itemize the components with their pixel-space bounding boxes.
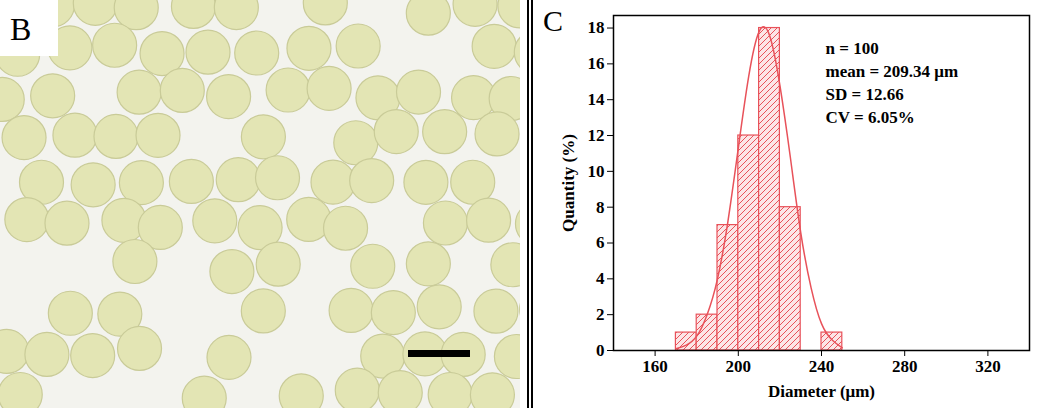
svg-text:18: 18	[588, 18, 605, 37]
html-text:C: C	[543, 4, 563, 37]
svg-text:14: 14	[588, 90, 606, 109]
svg-text:200: 200	[726, 357, 752, 376]
svg-text:12: 12	[588, 126, 605, 145]
svg-text:160: 160	[642, 357, 668, 376]
svg-text:B: B	[10, 11, 31, 47]
svg-text:320: 320	[975, 357, 1001, 376]
svg-text:8: 8	[596, 198, 605, 217]
svg-text:Quantity (%): Quantity (%)	[559, 134, 578, 232]
svg-text:280: 280	[892, 357, 918, 376]
svg-text:0: 0	[596, 341, 605, 360]
svg-text:16: 16	[588, 54, 605, 73]
svg-text:2: 2	[596, 305, 605, 324]
svg-text:10: 10	[588, 162, 605, 181]
svg-text:6: 6	[596, 233, 605, 252]
svg-text:n = 100mean = 209.34 μmSD = 12: n = 100mean = 209.34 μmSD = 12.66CV = 6.…	[826, 39, 959, 127]
svg-text:Diameter (μm): Diameter (μm)	[768, 382, 875, 401]
svg-text:240: 240	[809, 357, 835, 376]
svg-text:4: 4	[596, 269, 605, 288]
